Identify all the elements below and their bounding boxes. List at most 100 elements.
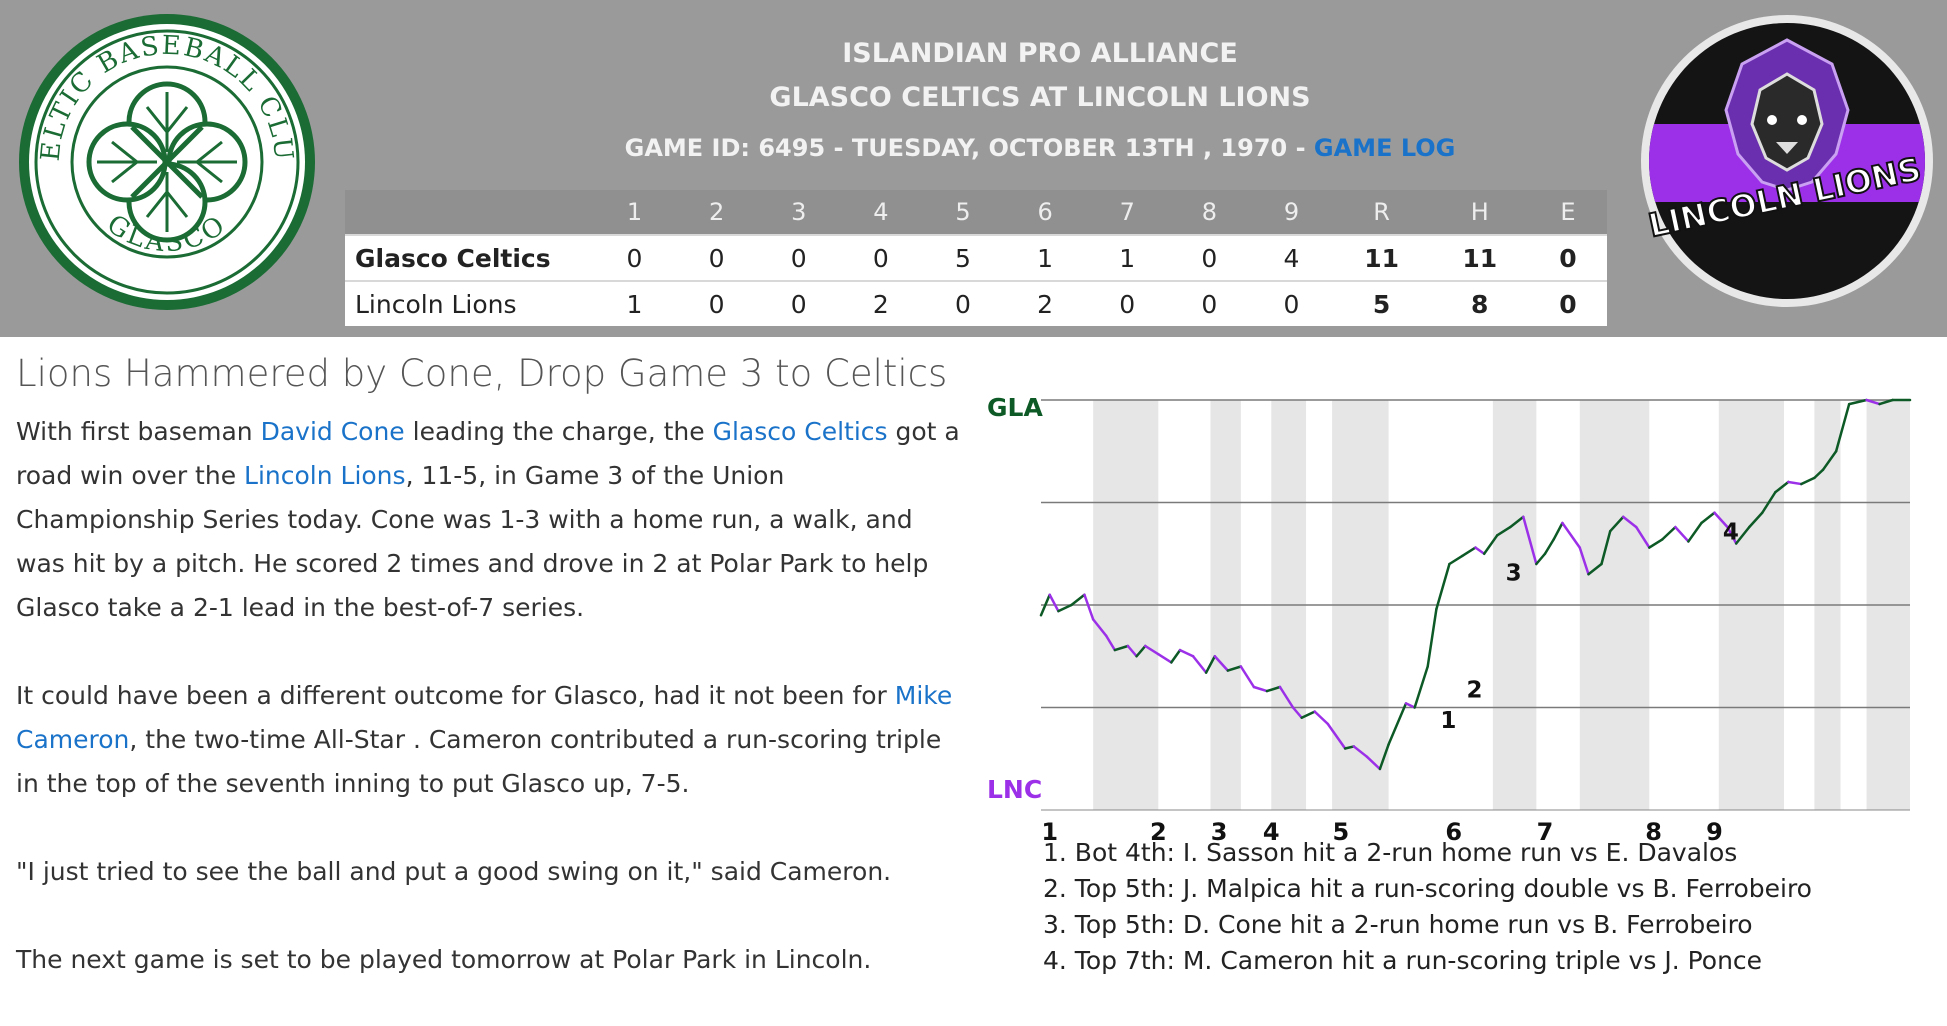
team-column-header [345, 190, 594, 235]
inning-score: 0 [1168, 280, 1251, 326]
inning-score: 0 [757, 280, 840, 326]
inning-label: 7 [1537, 818, 1554, 845]
wp-segment [1747, 511, 1764, 529]
wp-segment [1621, 515, 1638, 529]
wp-segment [1291, 706, 1303, 719]
wp-segment [1426, 607, 1438, 668]
player-link-mike-cameron[interactable]: Mike Cameron [16, 681, 953, 754]
inning-label: 8 [1645, 818, 1662, 845]
team-link-glasco-celtics[interactable]: Glasco Celtics [712, 417, 888, 446]
away-team-label: GLA [987, 393, 1043, 422]
wp-segment [1847, 398, 1868, 406]
errors-total: 0 [1528, 280, 1607, 326]
game-log-link[interactable]: GAME LOG [1313, 134, 1456, 162]
wp-segment [1070, 593, 1086, 607]
wp-segment [1204, 655, 1217, 674]
wp-segment [1448, 554, 1464, 566]
inning-score: 0 [1086, 280, 1169, 326]
player-link-david-cone[interactable]: David Cone [260, 417, 405, 446]
inning-label: 4 [1263, 818, 1280, 845]
inning-score: 1 [1004, 234, 1087, 281]
wp-segment [1435, 562, 1451, 611]
inning-label: 5 [1332, 818, 1349, 845]
wp-segment [1313, 710, 1330, 726]
wp-segment [1278, 685, 1295, 709]
wp-segment [1413, 665, 1429, 709]
team-link-lincoln-lions[interactable]: Lincoln Lions [244, 461, 406, 490]
wp-segment [1587, 562, 1603, 576]
article-text: , the two-time All-Star . Cameron contri… [16, 725, 942, 798]
runs-total: 5 [1332, 280, 1431, 326]
wp-segment [1226, 665, 1243, 672]
wp-segment [1726, 525, 1738, 545]
linescore-row-away: Glasco Celtics 0 0 0 0 5 1 1 0 4 11 11 0 [345, 234, 1607, 281]
wp-segment [1865, 398, 1881, 406]
wp-segment [1800, 476, 1816, 486]
wp-segment [1561, 521, 1582, 549]
errors-total: 0 [1528, 234, 1607, 281]
scoreboard-header: CELTIC BASEBALL CLUB GLASCO ISLANDIAN PR… [0, 0, 1947, 337]
play-note-4: 4. Top 7th: M. Cameron hit a run-scoring… [1043, 946, 1763, 975]
article-title: Lions Hammered by Cone, Drop Game 3 to C… [16, 352, 948, 395]
wp-segment [1608, 515, 1625, 533]
inning-label: 2 [1150, 818, 1167, 845]
inning-header: 8 [1168, 190, 1251, 235]
wp-segment [1543, 538, 1555, 555]
linescore-row-home: Lincoln Lions 1 0 0 2 0 2 0 0 0 5 8 0 [345, 280, 1607, 326]
home-team-label: LNC [987, 775, 1042, 804]
wp-segment [1343, 745, 1356, 750]
inning-score: 0 [1250, 280, 1333, 326]
inning-header: 6 [1004, 190, 1087, 235]
wp-segment [1091, 618, 1108, 637]
wp-segment [1170, 648, 1182, 664]
linescore-table: 1 2 3 4 5 6 7 8 9 R H E Glasco Celtics 0… [345, 190, 1607, 326]
wp-segment [1578, 546, 1590, 576]
wp-segment [1057, 603, 1073, 613]
play-note-1: 1. Bot 4th: I. Sasson hit a 2-run home r… [1043, 838, 1738, 867]
inning-score: 2 [839, 280, 922, 326]
wp-segment [1191, 655, 1208, 674]
wp-segment [1265, 685, 1282, 693]
inning-header: 4 [839, 190, 922, 235]
wp-segment [1239, 665, 1256, 689]
wp-segment [1648, 538, 1664, 549]
wp-segment [1039, 593, 1051, 617]
wp-segment [1813, 468, 1825, 480]
wp-segment [1378, 743, 1390, 771]
inning-score: 0 [757, 234, 840, 281]
inning-score: 0 [675, 280, 758, 326]
article-text: leading the charge, the [404, 417, 713, 446]
wp-segment [1522, 515, 1538, 566]
wp-segment [1326, 722, 1347, 750]
team-name: Lincoln Lions [345, 280, 594, 326]
inning-score: 0 [839, 234, 922, 281]
wp-segment [1144, 644, 1160, 656]
inning-score: 4 [1250, 234, 1333, 281]
win-probability-line [1039, 398, 1912, 771]
wp-segment [1404, 702, 1416, 709]
matchup-title: GLASCO CELTICS AT LINCOLN LIONS [769, 82, 1311, 113]
inning-label: 9 [1706, 818, 1723, 845]
wp-segment [1387, 702, 1408, 746]
inning-header: 5 [921, 190, 1005, 235]
hits-header: H [1430, 190, 1529, 235]
wp-segment [1635, 525, 1651, 549]
wp-segment [1713, 511, 1729, 529]
play-annotation-marker: 1 [1440, 708, 1456, 734]
inning-header: 3 [757, 190, 840, 235]
inning-header: 1 [593, 190, 676, 235]
team-name: Glasco Celtics [345, 234, 594, 281]
linescore-header-row: 1 2 3 4 5 6 7 8 9 R H E [345, 190, 1607, 235]
wp-segment [1535, 552, 1547, 566]
wp-segment [1252, 685, 1269, 693]
wp-segment [1157, 652, 1173, 664]
wp-segment [1700, 511, 1716, 525]
wp-segment [1300, 710, 1316, 719]
wp-segment [1509, 515, 1525, 529]
article-body: With first baseman David Cone leading th… [16, 410, 966, 1026]
game-info-text: GAME ID: 6495 - TUESDAY, OCTOBER 13TH , … [624, 134, 1314, 162]
article-quote: "I just tried to see the ball and put a … [16, 857, 892, 886]
wp-segment [1474, 546, 1486, 555]
wp-segment [1674, 525, 1690, 543]
hits-total: 11 [1430, 234, 1529, 281]
